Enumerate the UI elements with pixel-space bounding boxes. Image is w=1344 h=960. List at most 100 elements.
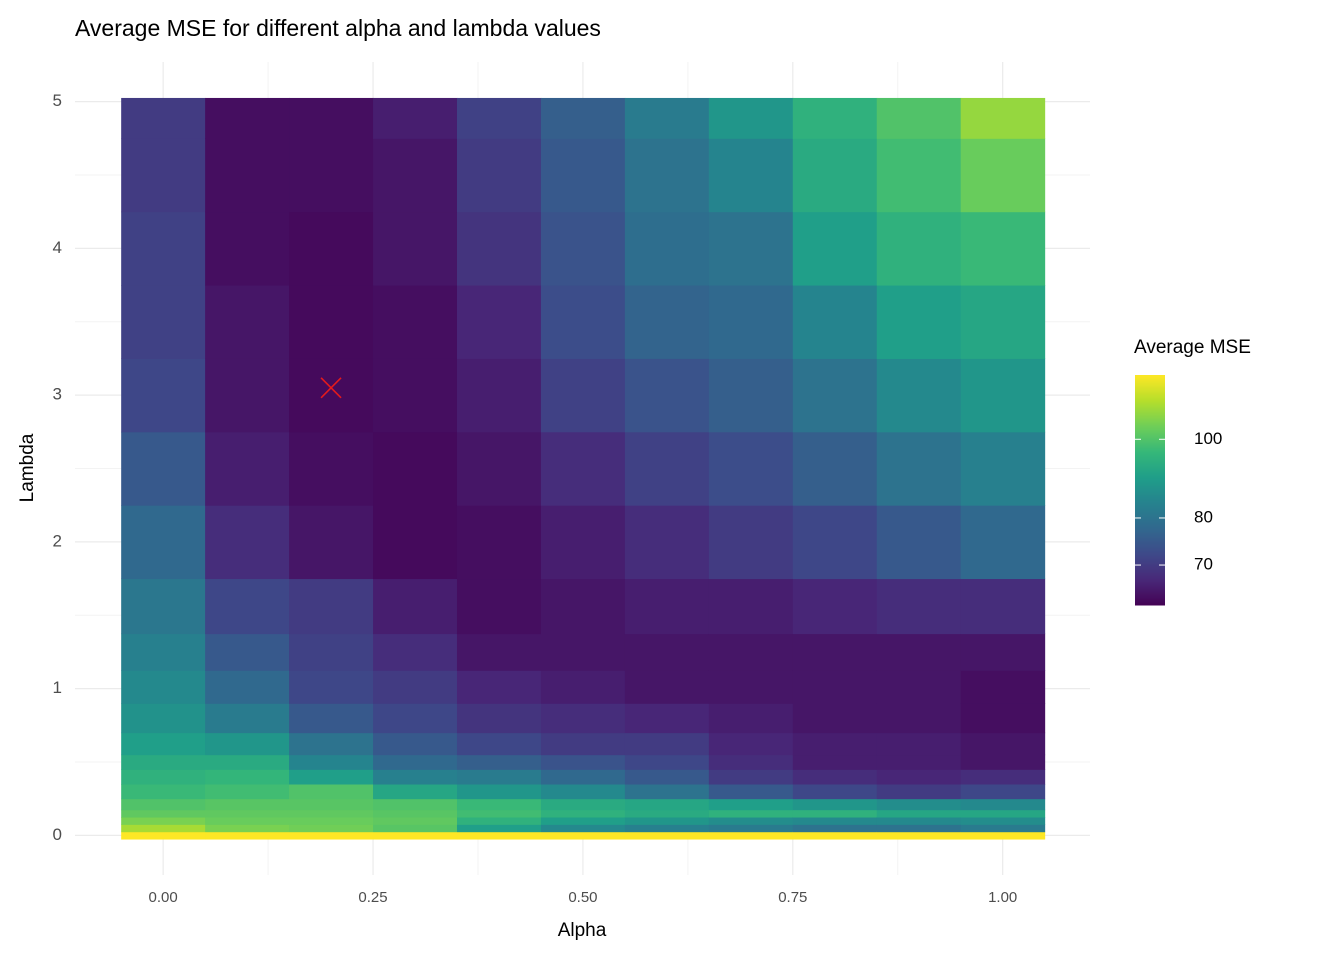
colorbar-segment <box>1135 461 1165 464</box>
colorbar-segment <box>1135 563 1165 566</box>
colorbar-segment <box>1135 549 1165 552</box>
colorbar-segment <box>1135 603 1165 606</box>
colorbar-segment <box>1135 391 1165 394</box>
colorbar-segment <box>1135 423 1165 426</box>
heat-tile <box>792 798 878 811</box>
heat-tile <box>540 578 626 635</box>
colorbar-segment <box>1135 475 1165 478</box>
colorbar-segment <box>1135 463 1165 466</box>
heat-tile <box>289 732 374 756</box>
colorbar-segment <box>1135 381 1165 384</box>
heat-tile <box>876 824 962 833</box>
colorbar-segment <box>1135 543 1165 546</box>
heat-tile <box>456 754 542 770</box>
colorbar-segment <box>1135 583 1165 586</box>
heat-tile <box>876 633 962 671</box>
colorbar-segment <box>1135 567 1165 570</box>
heat-tile <box>876 703 962 734</box>
heat-tile <box>456 824 542 833</box>
colorbar-segment <box>1135 429 1165 432</box>
y-tick-label: 3 <box>53 385 62 404</box>
heat-tile <box>373 784 458 800</box>
colorbar-segment <box>1135 377 1165 380</box>
colorbar-segment <box>1135 453 1165 456</box>
heat-tile <box>373 505 458 580</box>
colorbar-segment <box>1135 493 1165 496</box>
heat-tile <box>373 824 458 833</box>
heat-tile <box>708 211 794 286</box>
colorbar-segment <box>1135 517 1165 520</box>
heat-tile <box>624 578 710 635</box>
colorbar-segment <box>1135 511 1165 514</box>
heat-tile <box>121 769 206 785</box>
heat-tile <box>792 211 878 286</box>
colorbar-segment <box>1135 599 1165 602</box>
heat-tile <box>373 732 458 756</box>
heat-tile <box>708 431 794 506</box>
colorbar-segment <box>1135 505 1165 508</box>
heat-tile <box>540 670 626 704</box>
heat-tile <box>121 138 206 213</box>
colorbar-segment <box>1135 503 1165 506</box>
heat-tile <box>960 431 1046 506</box>
colorbar-segment <box>1135 499 1165 502</box>
heat-tile <box>456 809 542 818</box>
heat-tile <box>960 670 1046 704</box>
heat-tile <box>876 809 962 818</box>
heat-tile <box>960 505 1046 580</box>
colorbar-segment <box>1135 455 1165 458</box>
heat-tile <box>373 798 458 811</box>
heat-tile <box>708 358 794 433</box>
heat-tile <box>289 97 374 139</box>
colorbar-segment <box>1135 465 1165 468</box>
heat-tile <box>708 831 794 840</box>
colorbar-segment <box>1135 509 1165 512</box>
heat-tile <box>708 505 794 580</box>
heat-tile <box>289 633 374 671</box>
heat-tile <box>456 732 542 756</box>
heat-tile <box>121 670 206 704</box>
heat-tile <box>373 703 458 734</box>
heat-tile <box>540 831 626 840</box>
colorbar-segment <box>1135 451 1165 454</box>
colorbar-segment <box>1135 485 1165 488</box>
heat-tile <box>624 798 710 811</box>
heat-tile <box>876 769 962 785</box>
heat-tile <box>792 831 878 840</box>
heat-tile <box>289 809 374 818</box>
colorbar-segment <box>1135 521 1165 524</box>
x-tick-label: 0.25 <box>358 889 387 906</box>
heat-tile <box>624 431 710 506</box>
heat-tile <box>624 809 710 818</box>
x-axis-title: Alpha <box>558 920 607 941</box>
heat-tile <box>708 703 794 734</box>
heat-tile <box>373 769 458 785</box>
heat-tile <box>289 670 374 704</box>
colorbar-tick-label: 80 <box>1194 507 1213 526</box>
colorbar-segment <box>1135 579 1165 582</box>
heat-tile <box>456 670 542 704</box>
colorbar-segment <box>1135 585 1165 588</box>
heat-tile <box>540 97 626 139</box>
heat-tile <box>960 211 1046 286</box>
colorbar-segment <box>1135 497 1165 500</box>
heat-tile <box>624 358 710 433</box>
colorbar-segment <box>1135 469 1165 472</box>
colorbar-segment <box>1135 477 1165 480</box>
y-tick-label: 5 <box>53 91 62 110</box>
colorbar-segment <box>1135 589 1165 592</box>
heat-tile <box>289 578 374 635</box>
heat-tile <box>876 831 962 840</box>
colorbar-segment <box>1135 457 1165 460</box>
heat-tile <box>708 754 794 770</box>
heat-tile <box>708 97 794 139</box>
heat-tile <box>373 97 458 139</box>
heat-tile <box>876 670 962 704</box>
heat-tile <box>540 211 626 286</box>
heat-tile <box>708 285 794 359</box>
colorbar-segment <box>1135 571 1165 574</box>
heat-tile <box>205 578 290 635</box>
heat-tile <box>456 798 542 811</box>
heat-tile <box>708 138 794 213</box>
heat-tile <box>960 817 1046 825</box>
